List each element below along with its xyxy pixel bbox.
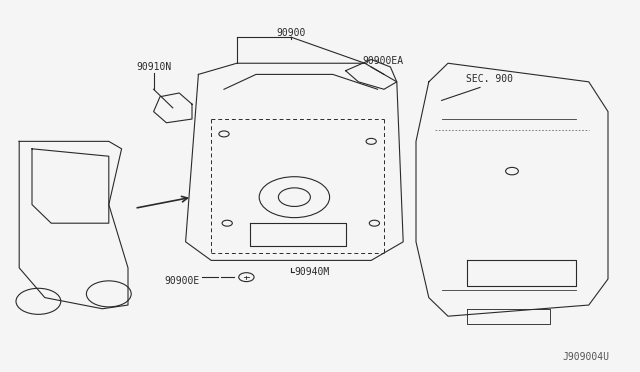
Text: J909004U: J909004U: [562, 352, 609, 362]
Text: 90900: 90900: [276, 28, 306, 38]
Text: 90900EA: 90900EA: [362, 56, 403, 65]
Text: 90910N: 90910N: [136, 62, 172, 72]
Text: SEC. 900: SEC. 900: [466, 74, 513, 84]
Text: 90900E: 90900E: [164, 276, 200, 286]
Text: 90940M: 90940M: [294, 267, 330, 276]
